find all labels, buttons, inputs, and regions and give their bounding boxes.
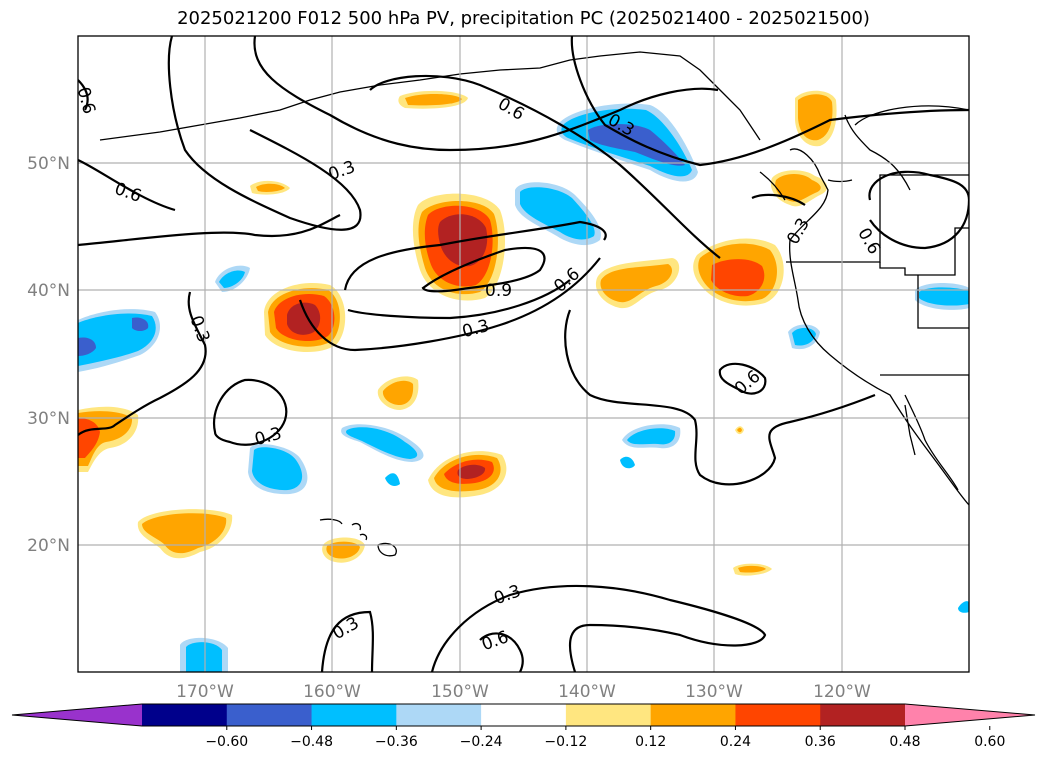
precip-anomalies [78,90,969,672]
colorbar-tick-label: −0.60 [205,734,248,750]
lat-label: 50°N [27,154,70,174]
colorbar-swatch [142,704,228,726]
anomaly-red-162w [264,283,346,353]
anomaly-blue-167w-40n [215,265,250,292]
colorbar-swatch [226,704,313,726]
colorbar-swatch [820,704,906,726]
colorbar-tick-label: 0.48 [889,734,920,750]
anomaly-orange-151w-55n [398,90,468,109]
lon-label: 170°W [176,682,234,702]
colorbar-tick-label: 0.12 [635,734,666,750]
colorbar-tick-label: 0.36 [805,734,836,750]
lon-label: 150°W [431,682,489,702]
lon-label: 140°W [558,682,616,702]
colorbar-swatch [650,704,736,726]
anomaly-blue-175w-37n [78,309,160,372]
latitude-labels: 50°N 40°N 30°N 20°N [27,154,70,556]
anomaly-red-151w-25n [428,451,507,498]
colorbar-swatch [565,704,652,726]
anomaly-red-150w [412,193,505,301]
lat-label: 30°N [27,409,70,429]
colorbar-tick-label: 0.24 [720,734,751,750]
colorbar-tick-label: −0.12 [544,734,587,750]
lon-label: 130°W [685,682,743,702]
colorbar-tick-label: −0.36 [375,734,418,750]
anomaly-blue-165w-26n [248,444,308,495]
anomaly-blue-170w-10n [180,637,228,672]
colorbar-extend-high [905,704,1035,726]
anomaly-orange-154w [377,376,419,410]
map-frame [77,35,970,673]
colorbar: −0.60 −0.48 −0.36 −0.24 −0.12 0.12 0.24 0.36 0.4… [11,703,1036,750]
pv-contours [78,36,969,672]
colorbar-tick-label: 0.60 [974,734,1005,750]
longitude-labels: 170°W 160°W 150°W 140°W 130°W 120°W [176,682,871,702]
anomaly-blue-155w-29n [341,424,424,462]
contour-label: 0.6 [73,85,99,116]
anomaly-blue-145w-47n [515,182,601,246]
map-title: 2025021200 F012 500 hPa PV, precipitatio… [177,8,870,29]
lon-label: 120°W [813,682,871,702]
lon-label: 160°W [303,682,361,702]
colorbar-swatch [735,704,821,726]
anomaly-blue-136w-30n [620,424,681,469]
lat-label: 40°N [27,281,70,301]
anomaly-orange-140w [595,258,680,309]
anomaly-blue-misc [385,473,969,613]
anomaly-orange-128w-18n [733,426,772,576]
colorbar-extend-low [12,704,142,726]
colorbar-swatch [396,704,482,726]
colorbar-swatch [481,704,567,726]
coastlines [99,51,969,557]
colorbar-tick-label: −0.48 [290,734,333,750]
anomaly-west-edge-30n [78,406,139,472]
colorbar-swatch [311,704,397,726]
lat-label: 20°N [27,536,70,556]
anomaly-orange-160w-20n [322,537,365,563]
contour-label: 0.9 [485,281,512,301]
anomaly-blue-133w-53n [556,103,698,182]
colorbar-outline [11,703,1036,727]
colorbar-tick-label: −0.24 [460,734,503,750]
anomaly-orange-165w-48n [250,180,290,195]
map-panel: 0.6 0.6 0.3 0.3 0.6 0.3 0.3 0.9 0.6 0.3 … [73,36,969,672]
